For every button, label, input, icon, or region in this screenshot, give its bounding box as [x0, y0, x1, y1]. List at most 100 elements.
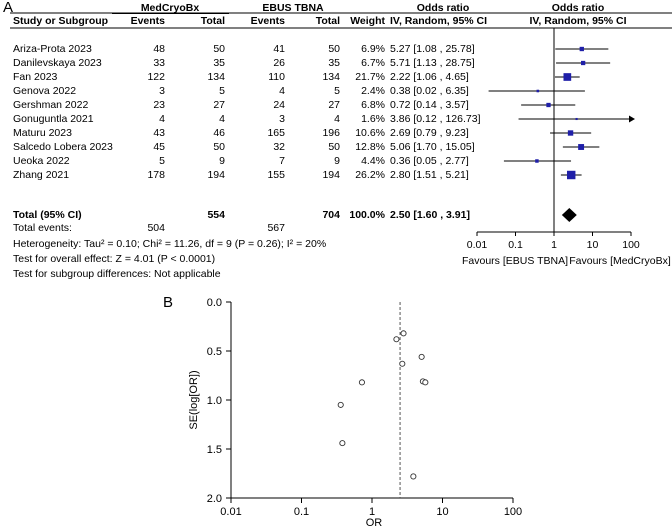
study-name: Gershman 2022: [13, 99, 89, 111]
table-row: Salcedo Lobera 2023 45 50 32 50 12.8% 5.06 [1.…: [0, 141, 480, 153]
table-row: Ueoka 2022 5 9 7 9 4.4% 0.36 [0.05 , 2.77]: [0, 155, 480, 167]
events-exp: 33: [153, 57, 165, 69]
study-marker: [567, 130, 574, 136]
total-n2: 704: [322, 209, 340, 221]
study-name: Gonuguntla 2021: [13, 113, 94, 125]
total-ctrl: 194: [322, 169, 340, 181]
funnel-point: [399, 360, 406, 367]
total-ctrl: 134: [322, 71, 340, 83]
events-exp: 43: [153, 127, 165, 139]
total-exp: 46: [213, 127, 225, 139]
subgroup-diff-text: Test for subgroup differences: Not appli…: [13, 268, 221, 280]
study-name: Ueoka 2022: [13, 155, 70, 167]
total-label: Total (95% CI): [13, 209, 82, 221]
funnel-point: [410, 473, 417, 480]
events-exp: 48: [153, 43, 165, 55]
total-n1: 554: [207, 209, 225, 221]
col-header-total1: Total: [200, 15, 225, 27]
total-exp: 134: [207, 71, 225, 83]
table-row: Genova 2022 3 5 4 5 2.4% 0.38 [0.02 , 6.35]: [0, 85, 480, 97]
pooled-diamond: [561, 208, 577, 222]
events-ctrl: 24: [273, 99, 285, 111]
study-marker: [575, 117, 578, 121]
col-header-weight: Weight: [350, 15, 385, 27]
funnel-point: [337, 401, 344, 408]
total-ctrl: 5: [334, 85, 340, 97]
total-events-1: 504: [147, 222, 165, 234]
forest-x-tick-label: 0.01: [467, 239, 488, 251]
group-header-ctrl: EBUS TBNA: [262, 2, 324, 14]
col-header-events2: Events: [250, 15, 285, 27]
study-marker: [535, 159, 539, 163]
funnel-point: [358, 379, 365, 386]
events-ctrl: 165: [267, 127, 285, 139]
study-or-ci: 5.27 [1.08 , 25.78]: [390, 43, 475, 55]
total-events-label: Total events:: [13, 222, 72, 234]
total-ctrl: 50: [328, 43, 340, 55]
events-ctrl: 41: [273, 43, 285, 55]
funnel-point: [339, 440, 346, 447]
study-name: Danilevskaya 2023: [13, 57, 102, 69]
total-weight: 100.0%: [349, 209, 385, 221]
funnel-x-tick-label: 10: [436, 506, 448, 518]
events-exp: 122: [147, 71, 165, 83]
funnel-y-label: SE(log[OR]): [188, 370, 200, 429]
study-name: Genova 2022: [13, 85, 77, 97]
events-exp: 178: [147, 169, 165, 181]
total-ctrl: 196: [322, 127, 340, 139]
total-exp: 4: [219, 113, 225, 125]
events-exp: 45: [153, 141, 165, 153]
events-exp: 4: [159, 113, 165, 125]
study-name: Zhang 2021: [13, 169, 70, 181]
study-marker: [580, 60, 586, 66]
table-row: Danilevskaya 2023 33 35 26 35 6.7% 5.71 [1.13 …: [0, 57, 480, 69]
ci-arrow: [629, 115, 635, 123]
col-header-events1: Events: [130, 15, 165, 27]
group-header-or-ci: Odds ratio: [416, 2, 470, 14]
study-weight: 2.4%: [361, 85, 385, 97]
events-exp: 5: [159, 155, 165, 167]
total-exp: 194: [207, 169, 225, 181]
study-weight: 4.4%: [361, 155, 385, 167]
study-marker: [579, 46, 584, 52]
total-ctrl: 50: [328, 141, 340, 153]
events-ctrl: 155: [267, 169, 285, 181]
table-row: Maturu 2023 43 46 165 196 10.6% 2.69 [0.79 , 9…: [0, 127, 480, 139]
funnel-y-tick-label: 0.0: [207, 297, 222, 309]
total-exp: 27: [213, 99, 225, 111]
funnel-x-tick-label: 100: [504, 506, 522, 518]
total-ctrl: 9: [334, 155, 340, 167]
funnel-x-tick-label: 0.01: [220, 506, 241, 518]
study-name: Maturu 2023: [13, 127, 72, 139]
total-exp: 5: [219, 85, 225, 97]
funnel-y-tick-label: 2.0: [207, 493, 222, 505]
total-exp: 9: [219, 155, 225, 167]
col-header-method-ci: IV, Random, 95% CI: [390, 15, 488, 27]
study-weight: 21.7%: [355, 71, 385, 83]
funnel-x-tick-label: 1: [369, 506, 375, 518]
funnel-point: [422, 379, 429, 386]
forest-x-tick-label: 10: [587, 239, 599, 251]
panel-b-letter: B: [163, 294, 174, 311]
col-header-method-plot: IV, Random, 95% CI: [529, 15, 627, 27]
funnel-point: [393, 336, 400, 343]
total-exp: 35: [213, 57, 225, 69]
study-name: Fan 2023: [13, 71, 58, 83]
funnel-y-tick-label: 0.5: [207, 346, 222, 358]
forest-x-tick-label: 100: [622, 239, 640, 251]
favours-left: Favours [EBUS TBNA]: [461, 255, 568, 267]
study-marker: [578, 144, 585, 150]
study-name: Salcedo Lobera 2023: [13, 141, 113, 153]
study-marker: [563, 73, 572, 81]
study-weight: 6.8%: [361, 99, 385, 111]
total-ctrl: 35: [328, 57, 340, 69]
favours-right: Favours [MedCryoBx]: [569, 255, 671, 267]
events-exp: 23: [153, 99, 165, 111]
total-exp: 50: [213, 43, 225, 55]
study-weight: 26.2%: [355, 169, 385, 181]
study-or-ci: 0.38 [0.02 , 6.35]: [390, 85, 469, 97]
funnel-point: [418, 353, 425, 360]
study-or-ci: 0.36 [0.05 , 2.77]: [390, 155, 469, 167]
funnel-x-label: OR: [366, 517, 383, 529]
